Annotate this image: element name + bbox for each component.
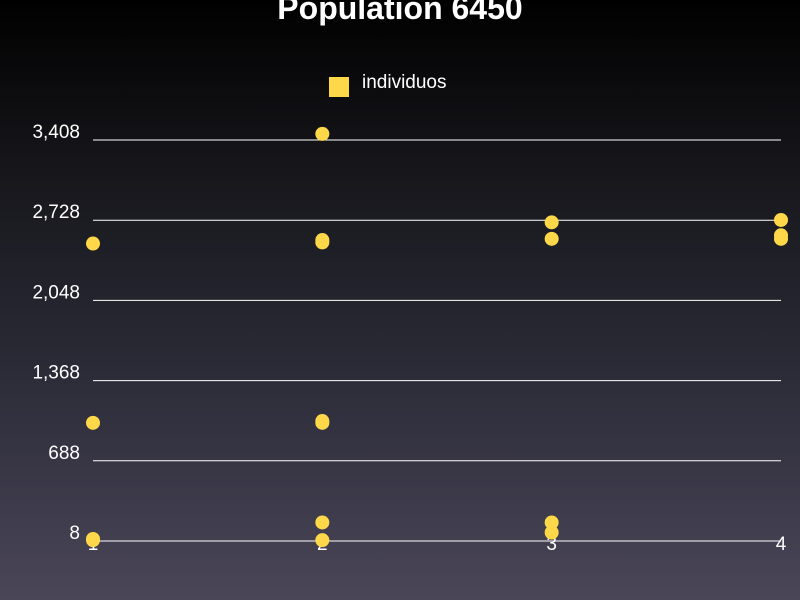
data-point <box>544 525 559 540</box>
y-tick-label: 8 <box>69 523 80 544</box>
data-points <box>86 126 788 548</box>
y-tick-label: 2,728 <box>32 202 80 223</box>
data-point <box>774 212 788 227</box>
x-axis-tick-labels: 1234 <box>88 534 787 555</box>
legend: individuos <box>329 71 447 97</box>
y-axis-tick-labels: 8 688 1,368 2,048 2,728 3,408 <box>32 122 80 544</box>
data-point <box>544 215 559 230</box>
data-point <box>315 515 330 530</box>
grid-lines <box>93 139 781 542</box>
data-point <box>86 531 100 546</box>
y-tick-label: 688 <box>48 443 80 464</box>
x-tick-label: 4 <box>776 534 787 555</box>
legend-swatch-individuos <box>329 76 349 97</box>
chart-title: Population 6450 <box>277 0 523 26</box>
y-tick-label: 2,048 <box>32 282 80 303</box>
y-tick-label: 3,408 <box>32 122 80 143</box>
data-point <box>315 415 330 430</box>
data-point <box>86 415 100 430</box>
data-point <box>315 126 330 141</box>
legend-label-individuos: individuos <box>362 72 447 93</box>
data-point <box>86 236 100 251</box>
x-tick-label: 3 <box>546 534 557 555</box>
data-point <box>315 235 330 250</box>
y-tick-label: 1,368 <box>32 363 80 384</box>
data-point <box>774 231 788 246</box>
data-point <box>544 231 559 246</box>
data-point <box>315 533 330 548</box>
data-point <box>544 515 559 530</box>
